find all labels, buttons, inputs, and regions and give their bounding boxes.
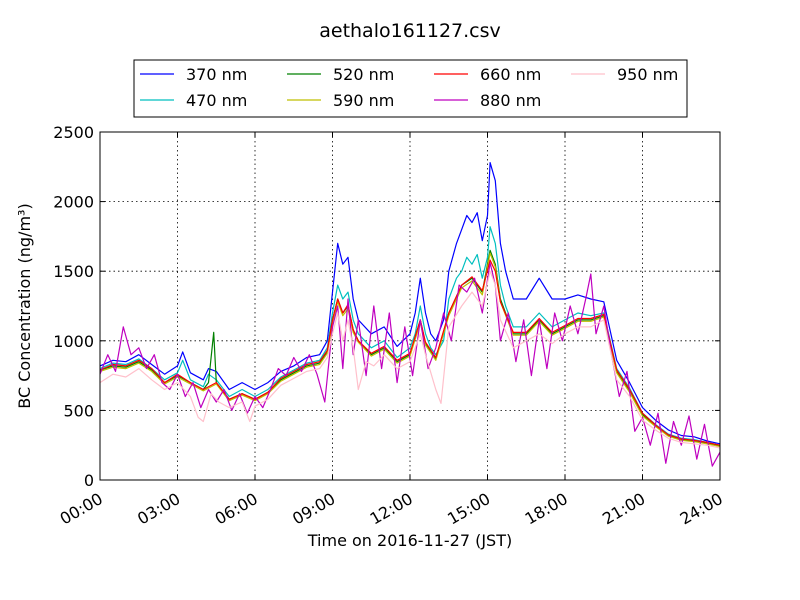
legend-label-4: 590 nm bbox=[333, 91, 394, 110]
legend-label-1: 370 nm bbox=[186, 65, 247, 84]
series-lines bbox=[99, 162, 721, 467]
y-tick-label: 1000 bbox=[53, 332, 94, 351]
legend-label-7: 950 nm bbox=[617, 65, 678, 84]
x-tick-label: 15:00 bbox=[444, 489, 493, 529]
series-line-2 bbox=[99, 226, 721, 446]
x-tick-label: 00:00 bbox=[57, 489, 106, 529]
series-line-7 bbox=[99, 270, 721, 449]
legend-label-5: 660 nm bbox=[480, 65, 541, 84]
chart-title: aethalo161127.csv bbox=[319, 20, 501, 42]
legend-frame bbox=[133, 59, 688, 118]
series-line-4 bbox=[99, 252, 721, 448]
plot-background bbox=[100, 132, 720, 480]
series-line-1 bbox=[99, 162, 721, 445]
y-tick-label: 2000 bbox=[53, 193, 94, 212]
y-axis-label: BC Concentration (ng/m³) bbox=[15, 203, 34, 408]
x-tick-label: 12:00 bbox=[367, 489, 416, 529]
legend: 370 nm 470 nm 520 nm 590 nm 660 nm 880 nm 950 … bbox=[133, 59, 688, 118]
y-tick-label: 1500 bbox=[53, 262, 94, 281]
legend-label-2: 470 nm bbox=[186, 91, 247, 110]
y-tick-label: 0 bbox=[84, 471, 94, 490]
x-tick-label: 18:00 bbox=[522, 489, 571, 529]
x-tick-label: 21:00 bbox=[599, 489, 648, 529]
y-tick-label: 2500 bbox=[53, 123, 94, 142]
legend-label-6: 880 nm bbox=[480, 91, 541, 110]
x-axis-label: Time on 2016-11-27 (JST) bbox=[307, 531, 512, 550]
x-tick-label: 03:00 bbox=[134, 489, 183, 529]
x-tick-label: 09:00 bbox=[289, 489, 338, 529]
x-tick-label: 24:00 bbox=[677, 489, 726, 529]
series-line-3 bbox=[99, 249, 721, 447]
x-tick-label: 06:00 bbox=[212, 489, 261, 529]
y-tick-label: 500 bbox=[63, 401, 94, 420]
legend-label-3: 520 nm bbox=[333, 65, 394, 84]
